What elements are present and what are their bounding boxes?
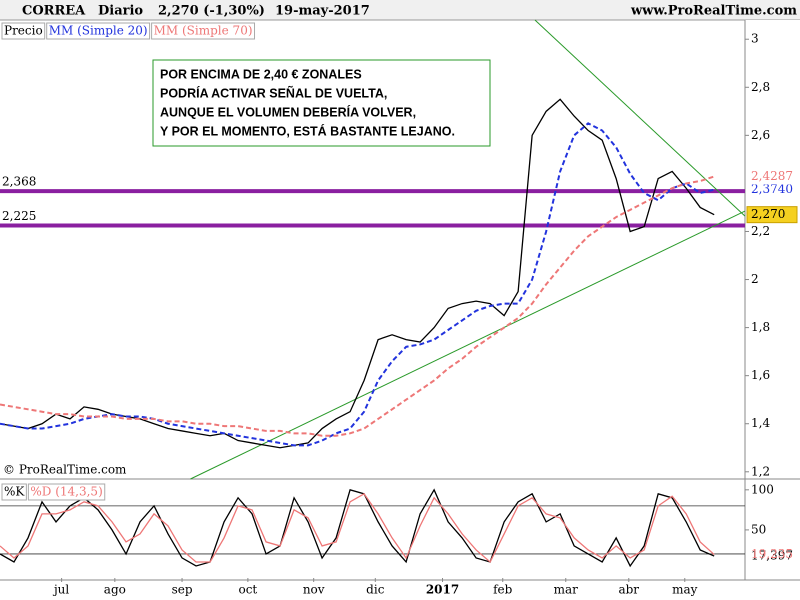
x-tick-label: feb bbox=[493, 583, 513, 597]
last-label: 2,4287 bbox=[751, 169, 793, 183]
symbol: CORREA bbox=[22, 4, 86, 19]
x-tick-label: jul bbox=[52, 583, 69, 597]
annotation-box bbox=[152, 59, 491, 147]
x-tick-label: 2017 bbox=[426, 583, 459, 597]
level-label: 2,368 bbox=[2, 175, 36, 189]
y-tick-label: 2 bbox=[751, 272, 759, 286]
y-tick-label: 1,6 bbox=[751, 368, 770, 382]
annotation: POR ENCIMA DE 2,40 € ZONALES bbox=[160, 67, 362, 81]
series-line bbox=[0, 98, 715, 449]
y-tick-label: 50 bbox=[751, 522, 766, 536]
y-tick-label: 1,4 bbox=[751, 416, 770, 430]
legend-entry: MM (Simple 20) bbox=[49, 24, 148, 38]
x-tick-label: oct bbox=[238, 583, 257, 597]
last-label-box bbox=[747, 168, 797, 185]
y-tick-label: 2,6 bbox=[751, 128, 770, 142]
y-tick-label: 2,2 bbox=[751, 224, 770, 238]
y-tick-label: 100 bbox=[751, 482, 774, 496]
x-tick-label: dic bbox=[366, 583, 385, 597]
last-label: 19,235 bbox=[751, 547, 793, 561]
x-tick-label: ago bbox=[104, 583, 126, 597]
legend-box bbox=[46, 22, 151, 40]
series-line bbox=[0, 122, 715, 447]
y-tick-label: 1,8 bbox=[751, 320, 770, 334]
legend-entry: MM (Simple 70) bbox=[154, 24, 253, 38]
legend-box bbox=[151, 22, 256, 40]
site: www.ProRealTime.com bbox=[630, 4, 797, 19]
legend-entry: Precio bbox=[4, 24, 43, 38]
last-label: 17,397 bbox=[751, 549, 793, 563]
last-label-box bbox=[747, 181, 797, 198]
axis-area bbox=[745, 20, 800, 600]
legend-box bbox=[27, 483, 106, 501]
series-line bbox=[0, 492, 715, 564]
date: 19-may-2017 bbox=[275, 4, 370, 19]
period: Diario bbox=[98, 4, 143, 19]
last-label: 2,270 bbox=[751, 207, 785, 221]
x-tick-label: sep bbox=[172, 583, 193, 597]
legend-box bbox=[1, 22, 46, 40]
y-tick-label: 3 bbox=[751, 32, 759, 46]
annotation: AUNQUE EL VOLUMEN DEBERÍA VOLVER, bbox=[160, 104, 416, 119]
y-tick-label: 1,2 bbox=[751, 464, 770, 478]
last-label: 2,3740 bbox=[751, 182, 793, 196]
series-line bbox=[0, 175, 715, 437]
legend-box bbox=[1, 483, 27, 501]
header-bar bbox=[0, 0, 800, 20]
x-tick-label: nov bbox=[303, 583, 325, 597]
legend-entry: %D (14,3,5) bbox=[30, 485, 102, 499]
annotation: PODRÍA ACTIVAR SEÑAL DE VUELTA, bbox=[160, 85, 387, 100]
trend-line bbox=[190, 210, 746, 480]
legend-entry: %K bbox=[4, 485, 25, 499]
series-line bbox=[0, 488, 715, 568]
level-label: 2,225 bbox=[2, 209, 36, 223]
last-price: 2,270 (-1,30%) bbox=[158, 4, 265, 19]
watermark: © ProRealTime.com bbox=[3, 463, 127, 477]
annotation: Y POR EL MOMENTO, ESTÁ BASTANTE LEJANO. bbox=[160, 123, 455, 138]
x-tick-label: may bbox=[672, 583, 698, 597]
x-tick-label: mar bbox=[554, 583, 579, 597]
x-tick-label: abr bbox=[618, 583, 639, 597]
y-tick-label: 2,8 bbox=[751, 80, 770, 94]
trend-line bbox=[534, 19, 746, 217]
last-label-box bbox=[746, 206, 798, 224]
